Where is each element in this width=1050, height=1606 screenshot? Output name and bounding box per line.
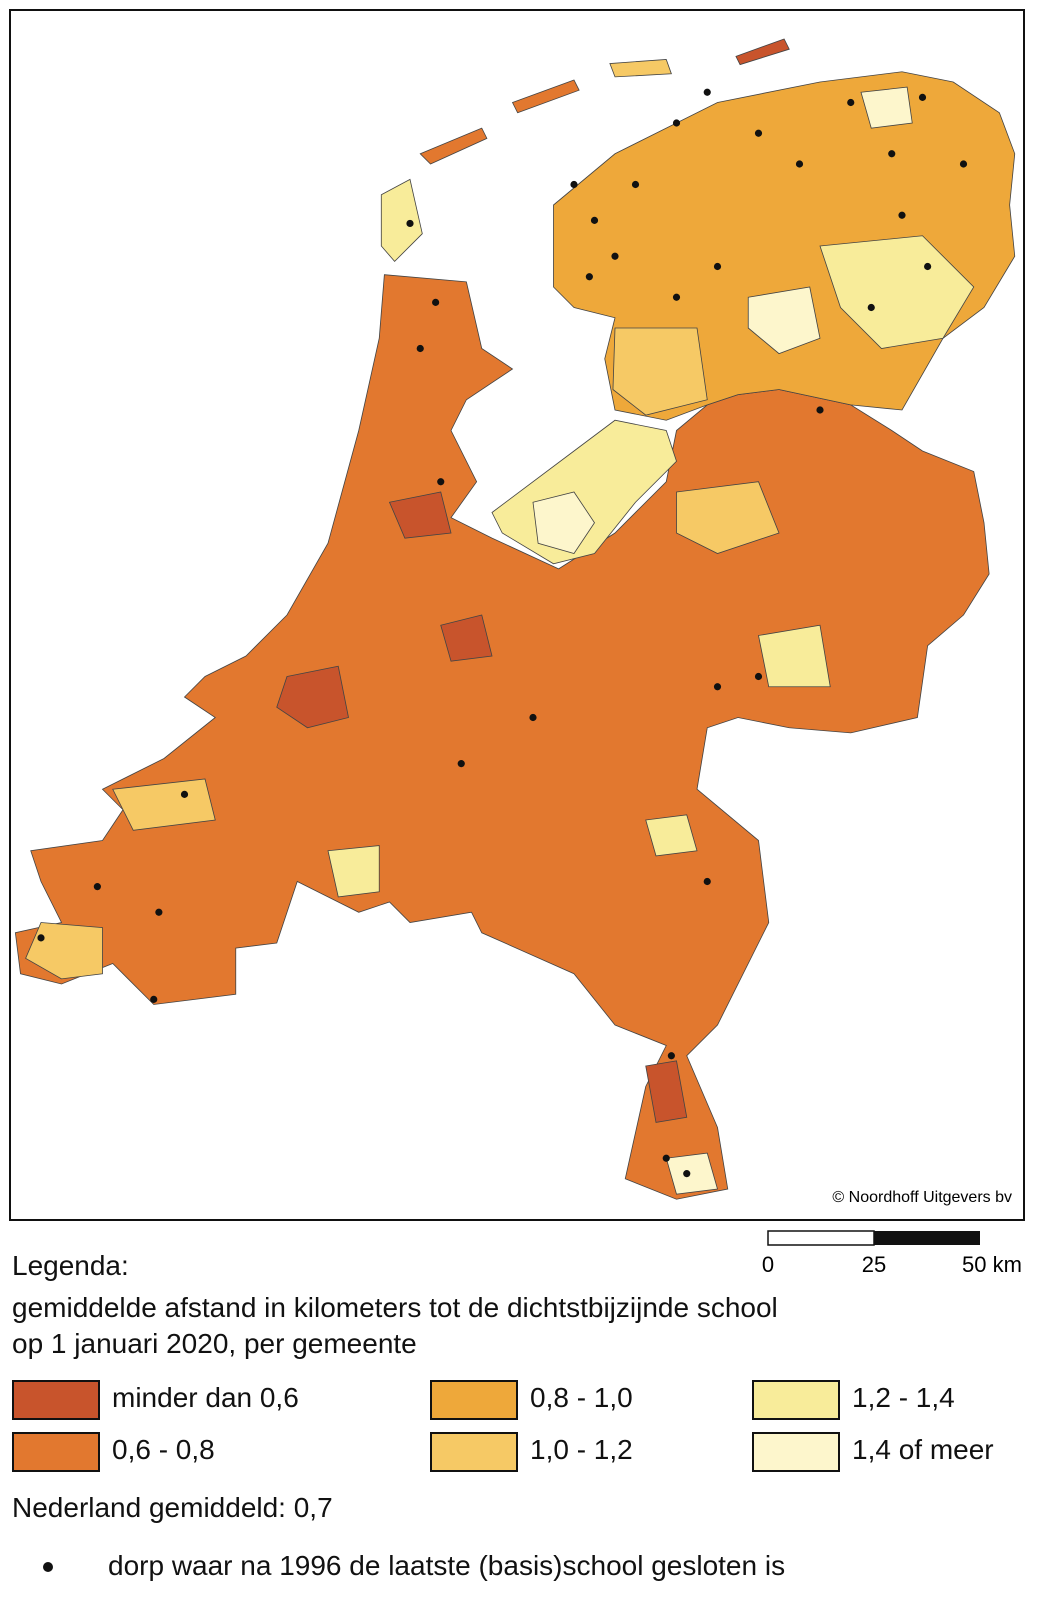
legend-average: Nederland gemiddeld: 0,7: [12, 1492, 333, 1523]
legend-swatch: [752, 1432, 840, 1472]
region: [645, 1060, 688, 1123]
region: [25, 922, 103, 980]
legend-label: minder dan 0,6: [112, 1382, 299, 1413]
region: [747, 286, 821, 355]
legend-title: Legenda:: [12, 1250, 129, 1281]
legend-dot-label: dorp waar na 1996 de laatste (basis)scho…: [108, 1550, 786, 1581]
scale-bar: [874, 1231, 980, 1245]
island: [419, 127, 488, 165]
region: [645, 814, 698, 857]
legend-label: 0,6 - 0,8: [112, 1434, 215, 1465]
legend-swatch: [430, 1380, 518, 1420]
legend-swatch: [12, 1380, 100, 1420]
scale-label: 25: [862, 1252, 886, 1277]
closed-school-dots: [37, 88, 968, 1178]
region: [388, 491, 452, 539]
region: [758, 624, 831, 688]
region: [676, 481, 780, 554]
legend-label: 1,4 of meer: [852, 1434, 994, 1465]
island: [380, 178, 423, 262]
legend-swatch: [430, 1432, 518, 1472]
dot-symbol: [43, 1562, 53, 1572]
island: [511, 79, 580, 114]
scale-label: 0: [762, 1252, 774, 1277]
region: [665, 1152, 719, 1195]
region: [860, 86, 913, 129]
copyright: © Noordhoff Uitgevers bv: [832, 1189, 1012, 1206]
island: [735, 38, 790, 66]
legend-subtitle: gemiddelde afstand in kilometers tot de …: [12, 1292, 778, 1323]
region: [112, 778, 216, 831]
legend-label: 0,8 - 1,0: [530, 1382, 633, 1413]
region: [440, 614, 493, 662]
region: [276, 665, 349, 729]
legend-swatch: [752, 1380, 840, 1420]
region: [612, 327, 708, 416]
map-regions: [14, 38, 1016, 1200]
region: [532, 491, 595, 554]
legend-swatch: [12, 1432, 100, 1472]
legend-subtitle: op 1 januari 2020, per gemeente: [12, 1328, 417, 1359]
region: [327, 845, 380, 898]
legend-label: 1,2 - 1,4: [852, 1382, 955, 1413]
region: [819, 235, 975, 349]
scale-label: 50 km: [962, 1252, 1022, 1277]
island: [609, 59, 672, 78]
legend-label: 1,0 - 1,2: [530, 1434, 633, 1465]
scale-bar: [767, 1230, 875, 1246]
